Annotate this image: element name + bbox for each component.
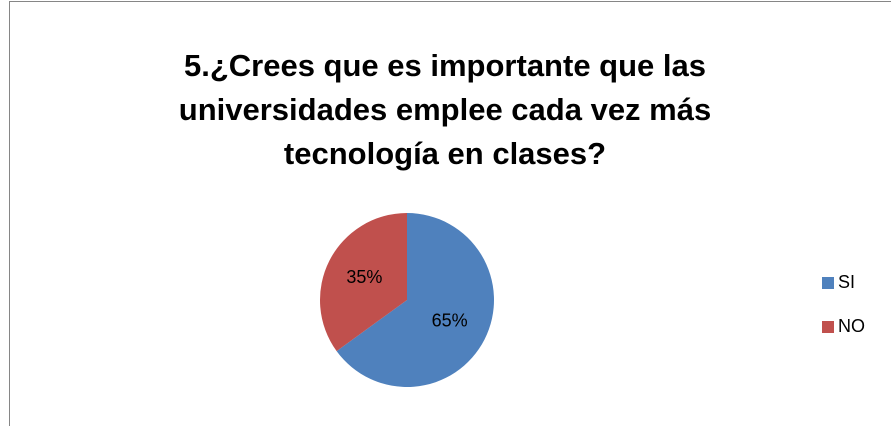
pie-slice bbox=[336, 213, 494, 387]
legend-label: SI bbox=[838, 272, 855, 292]
chart-title: 5.¿Crees que es importante que las unive… bbox=[178, 48, 712, 171]
data-label: 35% bbox=[346, 267, 382, 287]
legend-label: NO bbox=[838, 316, 865, 336]
data-label: 65% bbox=[432, 310, 468, 330]
pie-slice bbox=[320, 213, 407, 352]
chart-border bbox=[9, 1, 891, 426]
legend-swatch bbox=[822, 321, 834, 333]
legend-swatch bbox=[822, 277, 834, 289]
